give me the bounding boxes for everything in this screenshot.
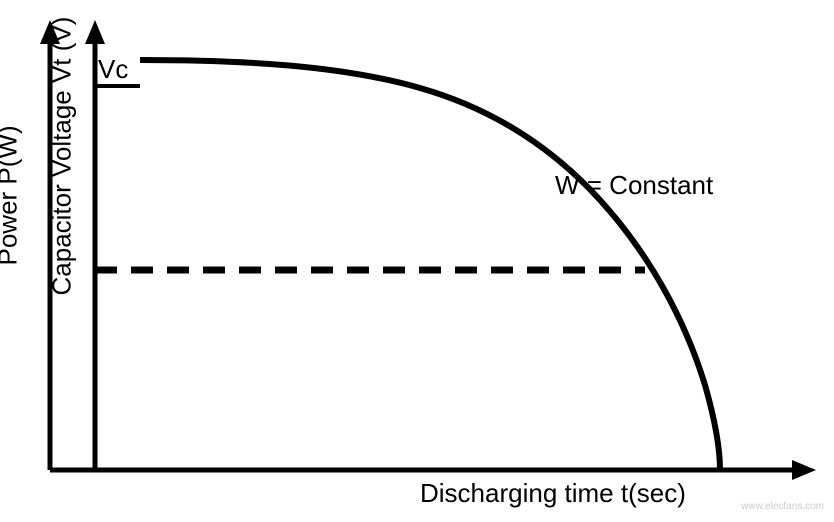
vc-label: Vc <box>98 54 128 85</box>
y-axis-2-label: Capacitor Voltage Vt (V) <box>47 17 78 296</box>
discharge-chart: Power P(W) Capacitor Voltage Vt (V) Vc D… <box>0 0 834 517</box>
annotation-label: W = Constant <box>555 170 713 201</box>
y-axis-1-label: Power P(W) <box>0 125 24 265</box>
x-axis-label: Discharging time t(sec) <box>420 478 686 509</box>
discharge-curve <box>140 60 720 470</box>
y-axis-2-arrow <box>85 20 105 44</box>
watermark: www.elecfans.com <box>741 501 824 512</box>
x-axis-arrow <box>792 460 816 480</box>
